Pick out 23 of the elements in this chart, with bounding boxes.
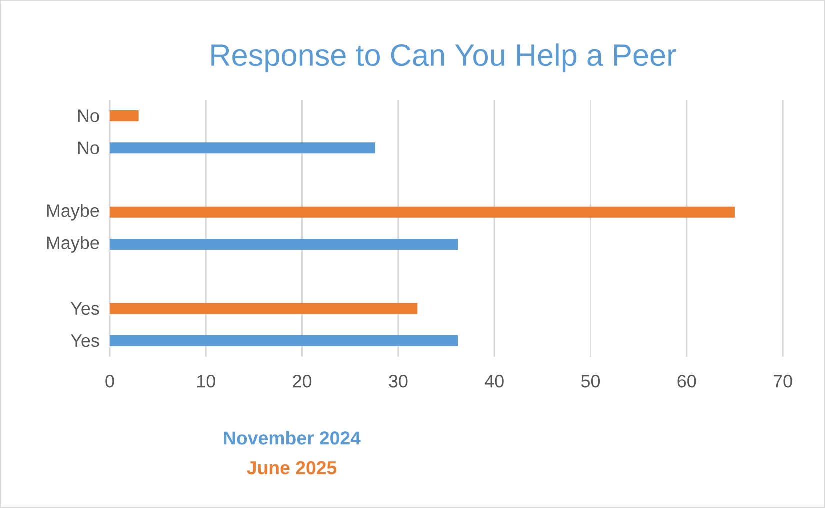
chart-title: Response to Can You Help a Peer (212, 44, 676, 72)
x-tick-label: 60 (678, 375, 696, 388)
bar (110, 239, 458, 250)
text: June 2025 (247, 461, 337, 475)
y-tick-label: No (78, 110, 100, 122)
bar (110, 110, 139, 122)
bar (110, 142, 376, 154)
bar (110, 206, 735, 218)
bar (110, 303, 418, 314)
y-tick-label: Maybe (47, 236, 100, 253)
y-tick-label: No (78, 142, 100, 154)
y-tick-label: Maybe (47, 204, 100, 221)
x-tick-label: 30 (389, 375, 408, 388)
text: November 2024 (224, 431, 361, 445)
x-tick-label: 50 (581, 375, 600, 388)
x-tick-label: 40 (484, 375, 504, 388)
x-tick-label: 20 (293, 375, 312, 388)
x-tick-label: 0 (106, 375, 114, 388)
x-tick-label: 10 (198, 375, 216, 388)
x-tick-label: 70 (774, 375, 792, 388)
y-tick-label: Yes (70, 334, 100, 348)
y-tick-label: Yes (70, 302, 100, 316)
bar (110, 335, 458, 346)
